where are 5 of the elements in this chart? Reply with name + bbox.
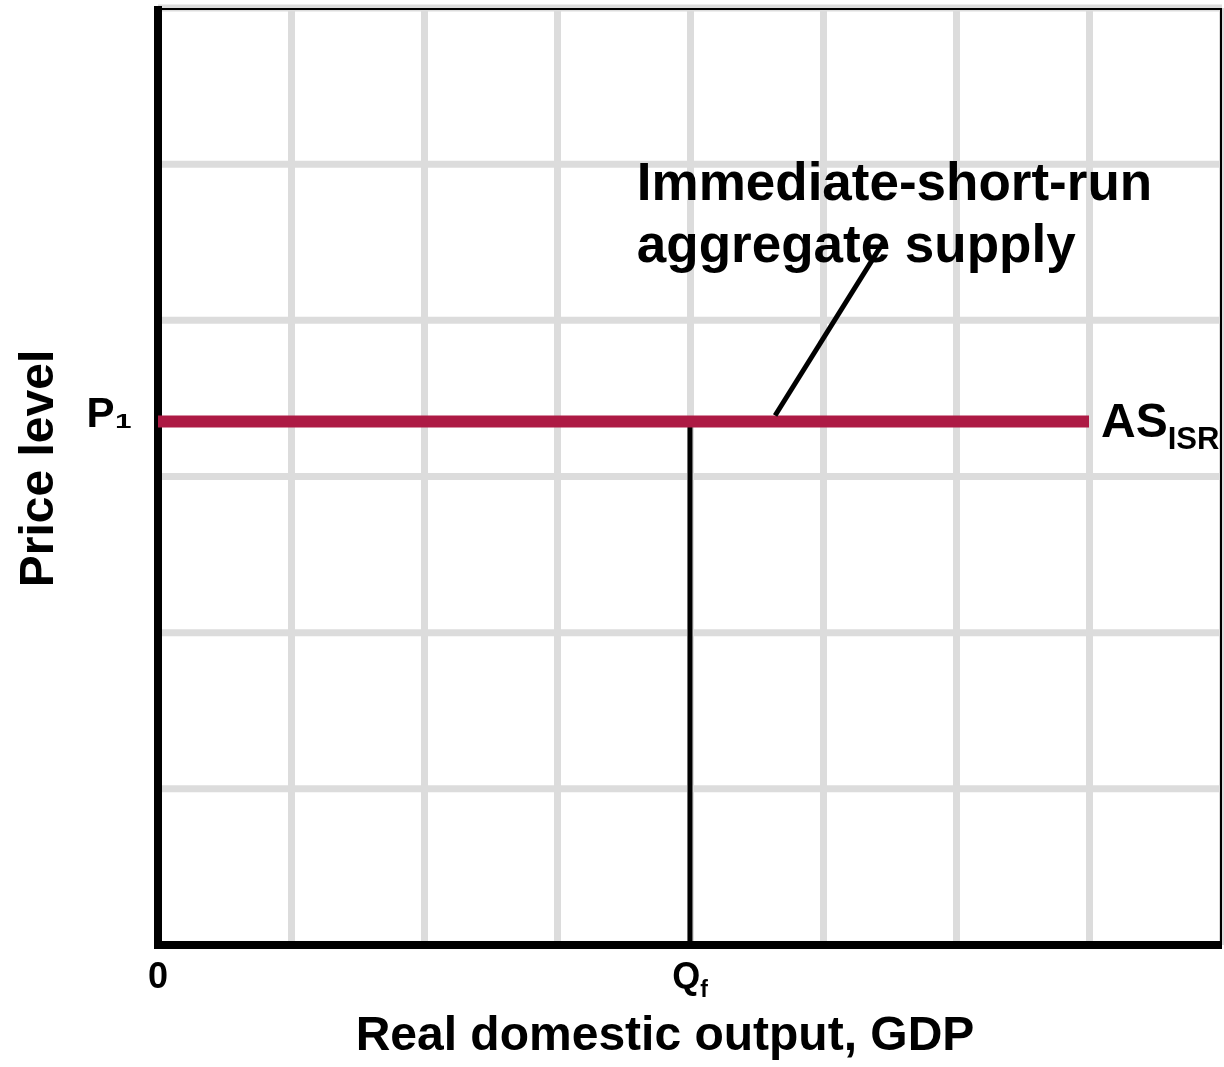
text: Immediate-short-run aggregate supply [636,152,1153,273]
annotation: P₁ [86,388,133,436]
x-tick-label: 0 [147,955,169,996]
y-axis-title: Price level [10,349,63,588]
x-axis-title: Real domestic output, GDP [355,1007,975,1060]
